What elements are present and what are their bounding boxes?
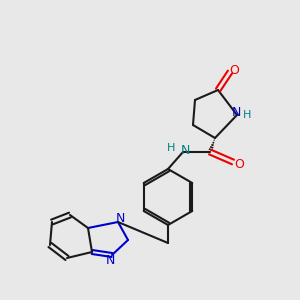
Text: N: N [105, 254, 115, 266]
Text: O: O [229, 64, 239, 76]
Text: N: N [115, 212, 125, 226]
Text: O: O [234, 158, 244, 172]
Text: H: H [167, 143, 175, 153]
Text: H: H [243, 110, 251, 120]
Text: N: N [180, 143, 190, 157]
Text: N: N [231, 106, 241, 119]
